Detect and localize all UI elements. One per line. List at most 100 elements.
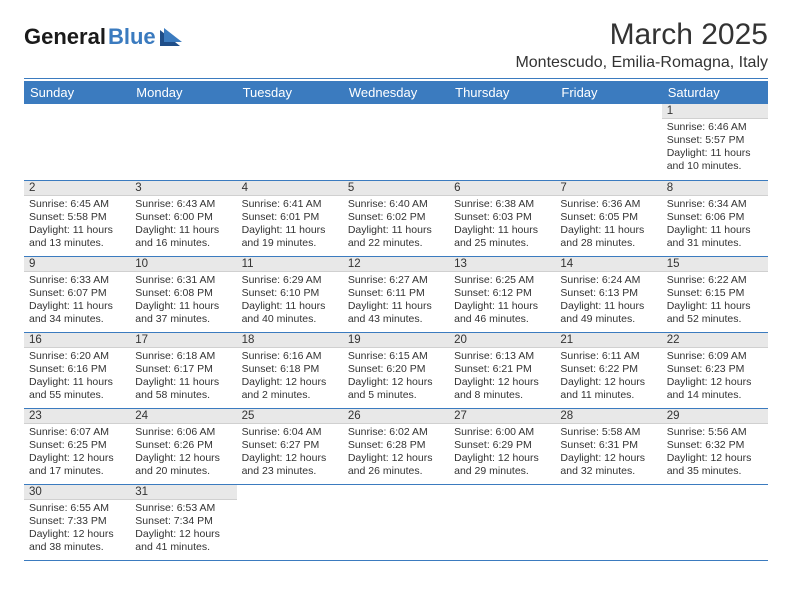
day-sunrise: Sunrise: 6:29 AM <box>242 274 338 287</box>
day-sunrise: Sunrise: 6:27 AM <box>348 274 444 287</box>
weekday-header: Thursday <box>449 81 555 104</box>
weekday-header: Saturday <box>662 81 768 104</box>
divider <box>24 78 768 79</box>
calendar-cell: 31Sunrise: 6:53 AMSunset: 7:34 PMDayligh… <box>130 484 236 560</box>
day-daylight: Daylight: 11 hours and 34 minutes. <box>29 300 125 326</box>
day-daylight: Daylight: 12 hours and 26 minutes. <box>348 452 444 478</box>
day-data: Sunrise: 6:40 AMSunset: 6:02 PMDaylight:… <box>343 196 449 254</box>
day-data: Sunrise: 6:45 AMSunset: 5:58 PMDaylight:… <box>24 196 130 254</box>
day-sunset: Sunset: 6:15 PM <box>667 287 763 300</box>
day-sunset: Sunset: 7:34 PM <box>135 515 231 528</box>
day-sunset: Sunset: 6:13 PM <box>560 287 656 300</box>
day-number: 15 <box>662 257 768 272</box>
day-sunset: Sunset: 6:02 PM <box>348 211 444 224</box>
day-sunset: Sunset: 6:26 PM <box>135 439 231 452</box>
calendar-cell <box>237 104 343 180</box>
day-number: 26 <box>343 409 449 424</box>
day-sunrise: Sunrise: 6:04 AM <box>242 426 338 439</box>
day-sunset: Sunset: 6:23 PM <box>667 363 763 376</box>
day-sunset: Sunset: 6:28 PM <box>348 439 444 452</box>
calendar-cell: 18Sunrise: 6:16 AMSunset: 6:18 PMDayligh… <box>237 332 343 408</box>
day-sunset: Sunset: 6:11 PM <box>348 287 444 300</box>
day-sunset: Sunset: 6:17 PM <box>135 363 231 376</box>
calendar-cell: 30Sunrise: 6:55 AMSunset: 7:33 PMDayligh… <box>24 484 130 560</box>
calendar-cell: 11Sunrise: 6:29 AMSunset: 6:10 PMDayligh… <box>237 256 343 332</box>
day-sunset: Sunset: 5:58 PM <box>29 211 125 224</box>
day-data: Sunrise: 6:00 AMSunset: 6:29 PMDaylight:… <box>449 424 555 482</box>
day-number: 12 <box>343 257 449 272</box>
day-daylight: Daylight: 12 hours and 14 minutes. <box>667 376 763 402</box>
day-data: Sunrise: 6:09 AMSunset: 6:23 PMDaylight:… <box>662 348 768 406</box>
calendar-cell: 12Sunrise: 6:27 AMSunset: 6:11 PMDayligh… <box>343 256 449 332</box>
day-sunset: Sunset: 6:29 PM <box>454 439 550 452</box>
weekday-header: Wednesday <box>343 81 449 104</box>
day-daylight: Daylight: 11 hours and 13 minutes. <box>29 224 125 250</box>
day-daylight: Daylight: 11 hours and 10 minutes. <box>667 147 763 173</box>
calendar-cell: 14Sunrise: 6:24 AMSunset: 6:13 PMDayligh… <box>555 256 661 332</box>
day-sunset: Sunset: 6:00 PM <box>135 211 231 224</box>
calendar-cell <box>237 484 343 560</box>
day-sunrise: Sunrise: 6:22 AM <box>667 274 763 287</box>
day-daylight: Daylight: 12 hours and 17 minutes. <box>29 452 125 478</box>
day-number: 30 <box>24 485 130 500</box>
day-daylight: Daylight: 11 hours and 55 minutes. <box>29 376 125 402</box>
calendar-cell: 16Sunrise: 6:20 AMSunset: 6:16 PMDayligh… <box>24 332 130 408</box>
calendar-cell: 26Sunrise: 6:02 AMSunset: 6:28 PMDayligh… <box>343 408 449 484</box>
calendar-cell: 21Sunrise: 6:11 AMSunset: 6:22 PMDayligh… <box>555 332 661 408</box>
calendar-cell <box>130 104 236 180</box>
day-daylight: Daylight: 11 hours and 46 minutes. <box>454 300 550 326</box>
day-number: 8 <box>662 181 768 196</box>
weekday-header-row: SundayMondayTuesdayWednesdayThursdayFrid… <box>24 81 768 104</box>
weekday-header: Monday <box>130 81 236 104</box>
day-sunset: Sunset: 6:06 PM <box>667 211 763 224</box>
day-data: Sunrise: 6:36 AMSunset: 6:05 PMDaylight:… <box>555 196 661 254</box>
day-data: Sunrise: 6:55 AMSunset: 7:33 PMDaylight:… <box>24 500 130 558</box>
day-daylight: Daylight: 11 hours and 25 minutes. <box>454 224 550 250</box>
day-sunrise: Sunrise: 6:38 AM <box>454 198 550 211</box>
day-number: 5 <box>343 181 449 196</box>
day-data: Sunrise: 6:15 AMSunset: 6:20 PMDaylight:… <box>343 348 449 406</box>
day-data: Sunrise: 5:58 AMSunset: 6:31 PMDaylight:… <box>555 424 661 482</box>
day-number: 2 <box>24 181 130 196</box>
day-data: Sunrise: 6:27 AMSunset: 6:11 PMDaylight:… <box>343 272 449 330</box>
day-data: Sunrise: 6:04 AMSunset: 6:27 PMDaylight:… <box>237 424 343 482</box>
day-sunrise: Sunrise: 6:25 AM <box>454 274 550 287</box>
day-number: 9 <box>24 257 130 272</box>
day-sunset: Sunset: 6:20 PM <box>348 363 444 376</box>
day-daylight: Daylight: 11 hours and 31 minutes. <box>667 224 763 250</box>
calendar-cell: 17Sunrise: 6:18 AMSunset: 6:17 PMDayligh… <box>130 332 236 408</box>
day-number: 4 <box>237 181 343 196</box>
day-data: Sunrise: 6:22 AMSunset: 6:15 PMDaylight:… <box>662 272 768 330</box>
day-number: 29 <box>662 409 768 424</box>
day-number: 3 <box>130 181 236 196</box>
day-sunset: Sunset: 6:12 PM <box>454 287 550 300</box>
day-sunset: Sunset: 6:01 PM <box>242 211 338 224</box>
day-data: Sunrise: 6:38 AMSunset: 6:03 PMDaylight:… <box>449 196 555 254</box>
day-sunrise: Sunrise: 6:46 AM <box>667 121 763 134</box>
day-daylight: Daylight: 11 hours and 22 minutes. <box>348 224 444 250</box>
calendar-cell <box>24 104 130 180</box>
day-data: Sunrise: 6:46 AMSunset: 5:57 PMDaylight:… <box>662 119 768 177</box>
location: Montescudo, Emilia-Romagna, Italy <box>515 54 768 72</box>
day-sunrise: Sunrise: 6:15 AM <box>348 350 444 363</box>
day-sunrise: Sunrise: 5:58 AM <box>560 426 656 439</box>
day-data: Sunrise: 6:33 AMSunset: 6:07 PMDaylight:… <box>24 272 130 330</box>
day-data: Sunrise: 6:07 AMSunset: 6:25 PMDaylight:… <box>24 424 130 482</box>
day-number: 31 <box>130 485 236 500</box>
day-daylight: Daylight: 11 hours and 49 minutes. <box>560 300 656 326</box>
day-sunset: Sunset: 6:10 PM <box>242 287 338 300</box>
day-sunset: Sunset: 6:22 PM <box>560 363 656 376</box>
day-sunset: Sunset: 6:31 PM <box>560 439 656 452</box>
day-sunrise: Sunrise: 6:31 AM <box>135 274 231 287</box>
calendar-cell: 19Sunrise: 6:15 AMSunset: 6:20 PMDayligh… <box>343 332 449 408</box>
calendar-cell <box>343 104 449 180</box>
calendar-cell: 6Sunrise: 6:38 AMSunset: 6:03 PMDaylight… <box>449 180 555 256</box>
logo-flag-icon <box>160 28 186 46</box>
day-number: 27 <box>449 409 555 424</box>
day-data: Sunrise: 6:06 AMSunset: 6:26 PMDaylight:… <box>130 424 236 482</box>
day-sunrise: Sunrise: 6:34 AM <box>667 198 763 211</box>
day-sunrise: Sunrise: 6:20 AM <box>29 350 125 363</box>
calendar-cell: 20Sunrise: 6:13 AMSunset: 6:21 PMDayligh… <box>449 332 555 408</box>
day-sunrise: Sunrise: 6:13 AM <box>454 350 550 363</box>
day-daylight: Daylight: 12 hours and 23 minutes. <box>242 452 338 478</box>
